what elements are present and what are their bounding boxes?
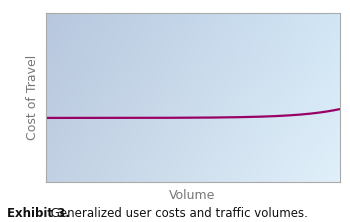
Y-axis label: Cost of Travel: Cost of Travel <box>26 55 38 140</box>
Text: Generalized user costs and traffic volumes.: Generalized user costs and traffic volum… <box>47 207 308 220</box>
X-axis label: Volume: Volume <box>169 189 216 202</box>
Text: Exhibit 3.: Exhibit 3. <box>7 207 70 220</box>
